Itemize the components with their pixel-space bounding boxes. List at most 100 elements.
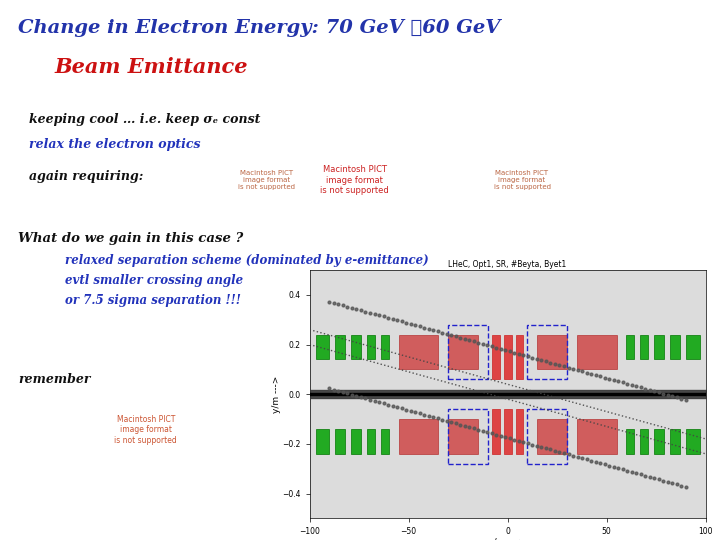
Point: [590, 370, 601, 379]
Bar: [381, 429, 389, 454]
Text: keeping cool … i.e. keep σₑ const: keeping cool … i.e. keep σₑ const: [29, 113, 260, 126]
Point: [355, 306, 366, 315]
Bar: [670, 429, 680, 454]
Point: [594, 459, 606, 468]
Point: [482, 341, 493, 349]
Title: LHeC, Opt1, SR, #Beyta, Byet1: LHeC, Opt1, SR, #Beyta, Byet1: [449, 260, 567, 269]
Text: Change in Electron Energy: 70 GeV ➒60 GeV: Change in Electron Energy: 70 GeV ➒60 Ge…: [18, 19, 500, 37]
Point: [410, 408, 421, 416]
Point: [405, 320, 416, 328]
Bar: [448, 419, 478, 454]
Bar: [516, 335, 523, 379]
Bar: [367, 335, 375, 360]
Bar: [448, 335, 478, 369]
Point: [328, 299, 340, 307]
Point: [500, 433, 511, 441]
Bar: [626, 429, 634, 454]
Text: Beam Emittance: Beam Emittance: [54, 57, 248, 77]
Point: [504, 434, 516, 443]
Point: [639, 384, 651, 393]
Point: [486, 429, 498, 437]
Point: [680, 396, 691, 404]
Point: [567, 451, 579, 460]
Point: [423, 411, 434, 420]
Point: [351, 305, 362, 313]
Point: [508, 435, 520, 444]
Point: [500, 346, 511, 354]
Point: [599, 373, 611, 382]
Point: [536, 443, 547, 451]
Bar: [640, 335, 648, 360]
Point: [396, 317, 408, 326]
Point: [382, 400, 394, 409]
Point: [576, 454, 588, 463]
Point: [324, 384, 336, 393]
Point: [626, 468, 637, 476]
Point: [576, 367, 588, 376]
Point: [459, 335, 470, 343]
Point: [613, 377, 624, 386]
Point: [635, 470, 647, 479]
Point: [364, 395, 376, 404]
Point: [468, 424, 480, 433]
Point: [396, 404, 408, 413]
Point: [603, 461, 615, 470]
Point: [572, 366, 583, 374]
Bar: [626, 335, 634, 360]
Point: [549, 447, 561, 455]
Point: [536, 356, 547, 364]
Bar: [527, 409, 567, 464]
Text: Macintosh PICT
image format
is not supported: Macintosh PICT image format is not suppo…: [238, 170, 295, 191]
Point: [446, 418, 457, 427]
Point: [545, 445, 557, 454]
Point: [657, 476, 669, 485]
Point: [418, 410, 430, 419]
Point: [400, 319, 412, 327]
Point: [351, 392, 362, 400]
Point: [450, 419, 462, 428]
Point: [657, 389, 669, 398]
Point: [558, 362, 570, 370]
Point: [436, 328, 448, 337]
Point: [644, 472, 655, 481]
Point: [414, 322, 426, 331]
Bar: [654, 429, 664, 454]
Text: Macintosh PICT
image format
is not supported: Macintosh PICT image format is not suppo…: [114, 415, 177, 445]
Bar: [399, 335, 438, 369]
Point: [346, 303, 358, 312]
Point: [513, 436, 525, 445]
Point: [585, 456, 597, 465]
Point: [581, 455, 593, 464]
Point: [410, 321, 421, 329]
Point: [662, 477, 673, 486]
Text: relaxed separation scheme (dominated by e-emittance): relaxed separation scheme (dominated by …: [65, 254, 428, 267]
Point: [631, 382, 642, 390]
Bar: [527, 325, 567, 379]
Point: [490, 430, 502, 439]
Point: [662, 390, 673, 399]
Point: [653, 388, 665, 397]
Bar: [492, 335, 500, 379]
Point: [378, 399, 390, 408]
Point: [441, 416, 452, 425]
Point: [594, 372, 606, 381]
Bar: [315, 335, 330, 360]
Bar: [504, 335, 512, 379]
Point: [400, 406, 412, 414]
Point: [563, 363, 575, 372]
Bar: [640, 429, 648, 454]
Text: or 7.5 sigma separation !!!: or 7.5 sigma separation !!!: [65, 294, 240, 307]
Bar: [577, 335, 616, 369]
Bar: [537, 419, 567, 454]
Point: [477, 340, 489, 348]
Text: relax the electron optics: relax the electron optics: [29, 138, 200, 151]
Point: [324, 297, 336, 306]
Text: Macintosh PICT
image format
is not supported: Macintosh PICT image format is not suppo…: [320, 165, 389, 195]
Point: [423, 325, 434, 333]
Point: [540, 357, 552, 366]
Point: [495, 345, 507, 353]
Point: [391, 403, 402, 411]
Point: [414, 409, 426, 418]
Point: [468, 337, 480, 346]
Point: [603, 374, 615, 383]
